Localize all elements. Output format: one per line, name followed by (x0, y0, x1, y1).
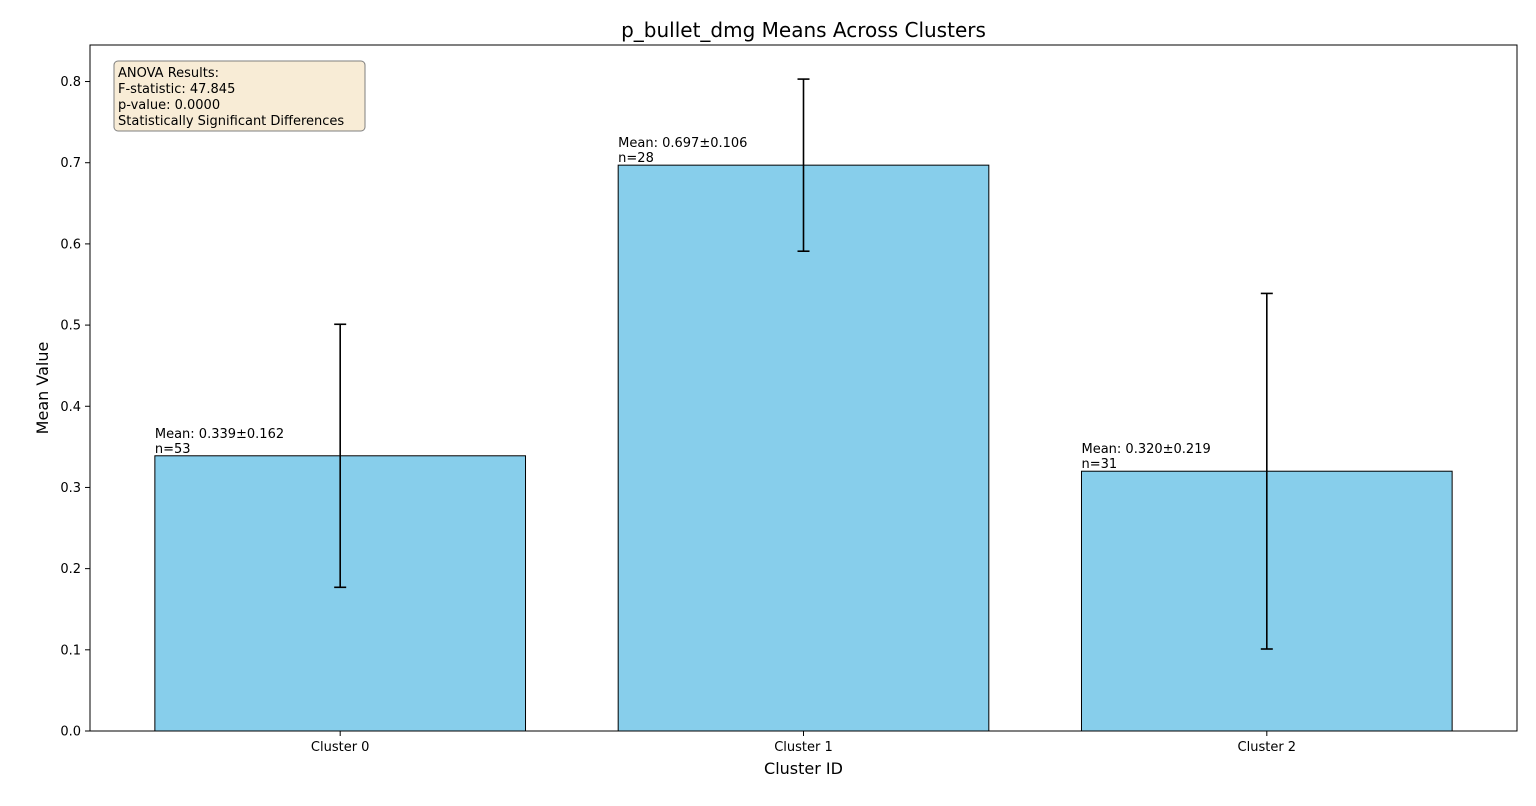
error-bars-layer (334, 78, 1273, 650)
y-tick-label: 0.3 (60, 481, 81, 496)
bar-label-mean-cluster-2: Mean: 0.320±0.219 (1081, 442, 1210, 457)
bar-label-mean-cluster-1: Mean: 0.697±0.106 (618, 136, 747, 151)
x-tick-label: Cluster 2 (1238, 740, 1297, 755)
bar-cluster-1 (617, 164, 990, 732)
bar-label-mean-cluster-0: Mean: 0.339±0.162 (155, 427, 284, 442)
anova-box-background (113, 60, 366, 132)
y-axis: 0.0 0.1 0.2 0.3 0.4 0.5 0.6 0.7 0.8 (60, 75, 90, 740)
anova-line-title: ANOVA Results: (118, 66, 219, 81)
y-tick-label: 0.8 (60, 75, 81, 90)
anova-line-significance: Statistically Significant Differences (118, 114, 344, 129)
y-tick-label: 0.0 (60, 725, 81, 740)
y-tick-label: 0.6 (60, 237, 81, 252)
anova-line-p-value: p-value: 0.0000 (118, 98, 220, 113)
x-tick-label: Cluster 0 (311, 740, 370, 755)
y-axis-label: Mean Value (33, 342, 52, 435)
y-tick-label: 0.2 (60, 562, 81, 577)
x-tick-label: Cluster 1 (774, 740, 833, 755)
y-tick-label: 0.7 (60, 156, 81, 171)
bar-label-n-cluster-1: n=28 (618, 151, 654, 166)
y-tick-label: 0.1 (60, 643, 81, 658)
x-axis-label: Cluster ID (764, 759, 843, 778)
anova-results-box: ANOVA Results: F-statistic: 47.845 p-val… (113, 60, 366, 132)
chart-title: p_bullet_dmg Means Across Clusters (621, 18, 986, 42)
bar-label-n-cluster-2: n=31 (1081, 457, 1117, 472)
x-axis: Cluster 0 Cluster 1 Cluster 2 (311, 731, 1296, 755)
y-tick-label: 0.4 (60, 400, 81, 415)
y-tick-label: 0.5 (60, 319, 81, 334)
anova-line-f-statistic: F-statistic: 47.845 (118, 82, 235, 97)
bar-label-n-cluster-0: n=53 (155, 442, 191, 457)
